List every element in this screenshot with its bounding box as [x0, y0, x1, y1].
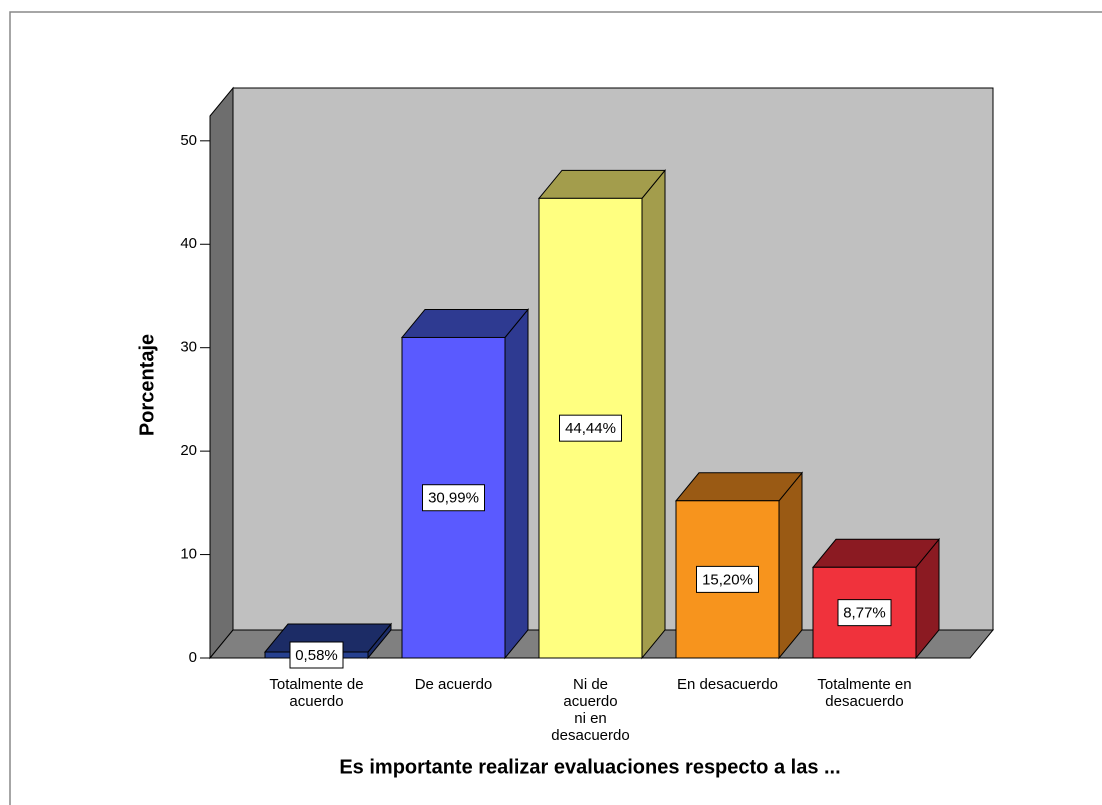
y-tick-label: 40: [180, 235, 197, 252]
bar-side: [641, 168, 666, 660]
x-tick-label: De acuerdo: [414, 676, 493, 693]
value-label: 30,99%: [428, 490, 479, 507]
x-axis-label: Es importante realizar evaluaciones resp…: [339, 756, 840, 778]
left-wall: [209, 86, 234, 660]
value-label: 15,20%: [702, 571, 753, 588]
value-label-box: [422, 484, 485, 512]
y-tick-label: 10: [180, 546, 197, 563]
x-tick-label: En desacuerdo: [677, 676, 778, 693]
y-tick-label: 20: [180, 442, 197, 459]
value-label: 44,44%: [565, 420, 616, 437]
bar-side: [504, 308, 529, 660]
value-label: 0,58%: [295, 647, 338, 664]
x-tick-label: Totalmente en desacuerdo: [817, 676, 912, 710]
bar-side: [778, 471, 803, 660]
value-label: 8,77%: [843, 605, 886, 622]
value-label-box: [837, 599, 892, 627]
y-tick-label: 30: [180, 339, 197, 356]
x-tick-label: Ni de acuerdo ni en desacuerdo: [551, 676, 630, 744]
y-tick-label: 50: [180, 132, 197, 149]
y-tick-label: 0: [189, 649, 197, 666]
y-axis-label: Porcentaje: [136, 334, 158, 436]
value-label-box: [696, 565, 759, 593]
value-label-box: [289, 641, 344, 669]
value-label-box: [559, 414, 622, 442]
x-tick-label: Totalmente de acuerdo: [269, 676, 364, 710]
